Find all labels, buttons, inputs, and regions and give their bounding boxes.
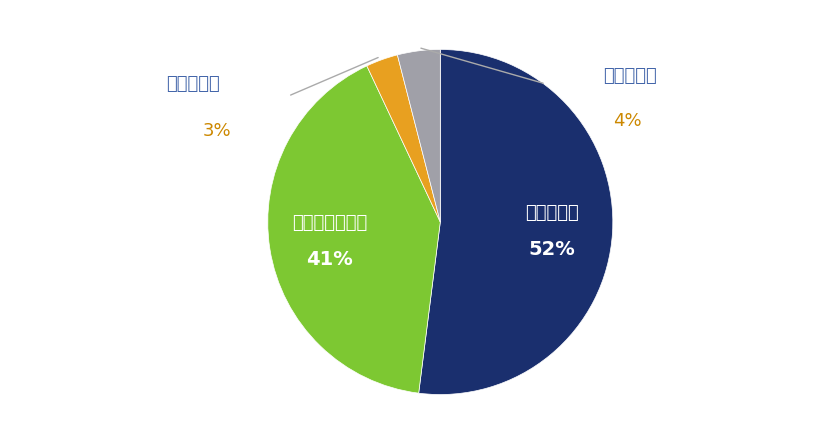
Wedge shape: [397, 49, 440, 222]
Wedge shape: [268, 66, 440, 393]
Text: 52%: 52%: [529, 240, 575, 259]
Text: 特に変化はない: 特に変化はない: [292, 214, 367, 232]
Text: 41%: 41%: [306, 250, 353, 270]
Text: 増えている: 増えている: [525, 204, 579, 222]
Wedge shape: [367, 55, 440, 222]
Wedge shape: [418, 49, 613, 395]
Text: 3%: 3%: [202, 122, 231, 140]
Text: 4%: 4%: [612, 111, 642, 130]
Text: わからない: わからない: [602, 67, 656, 85]
Text: 減っている: 減っている: [166, 75, 220, 93]
